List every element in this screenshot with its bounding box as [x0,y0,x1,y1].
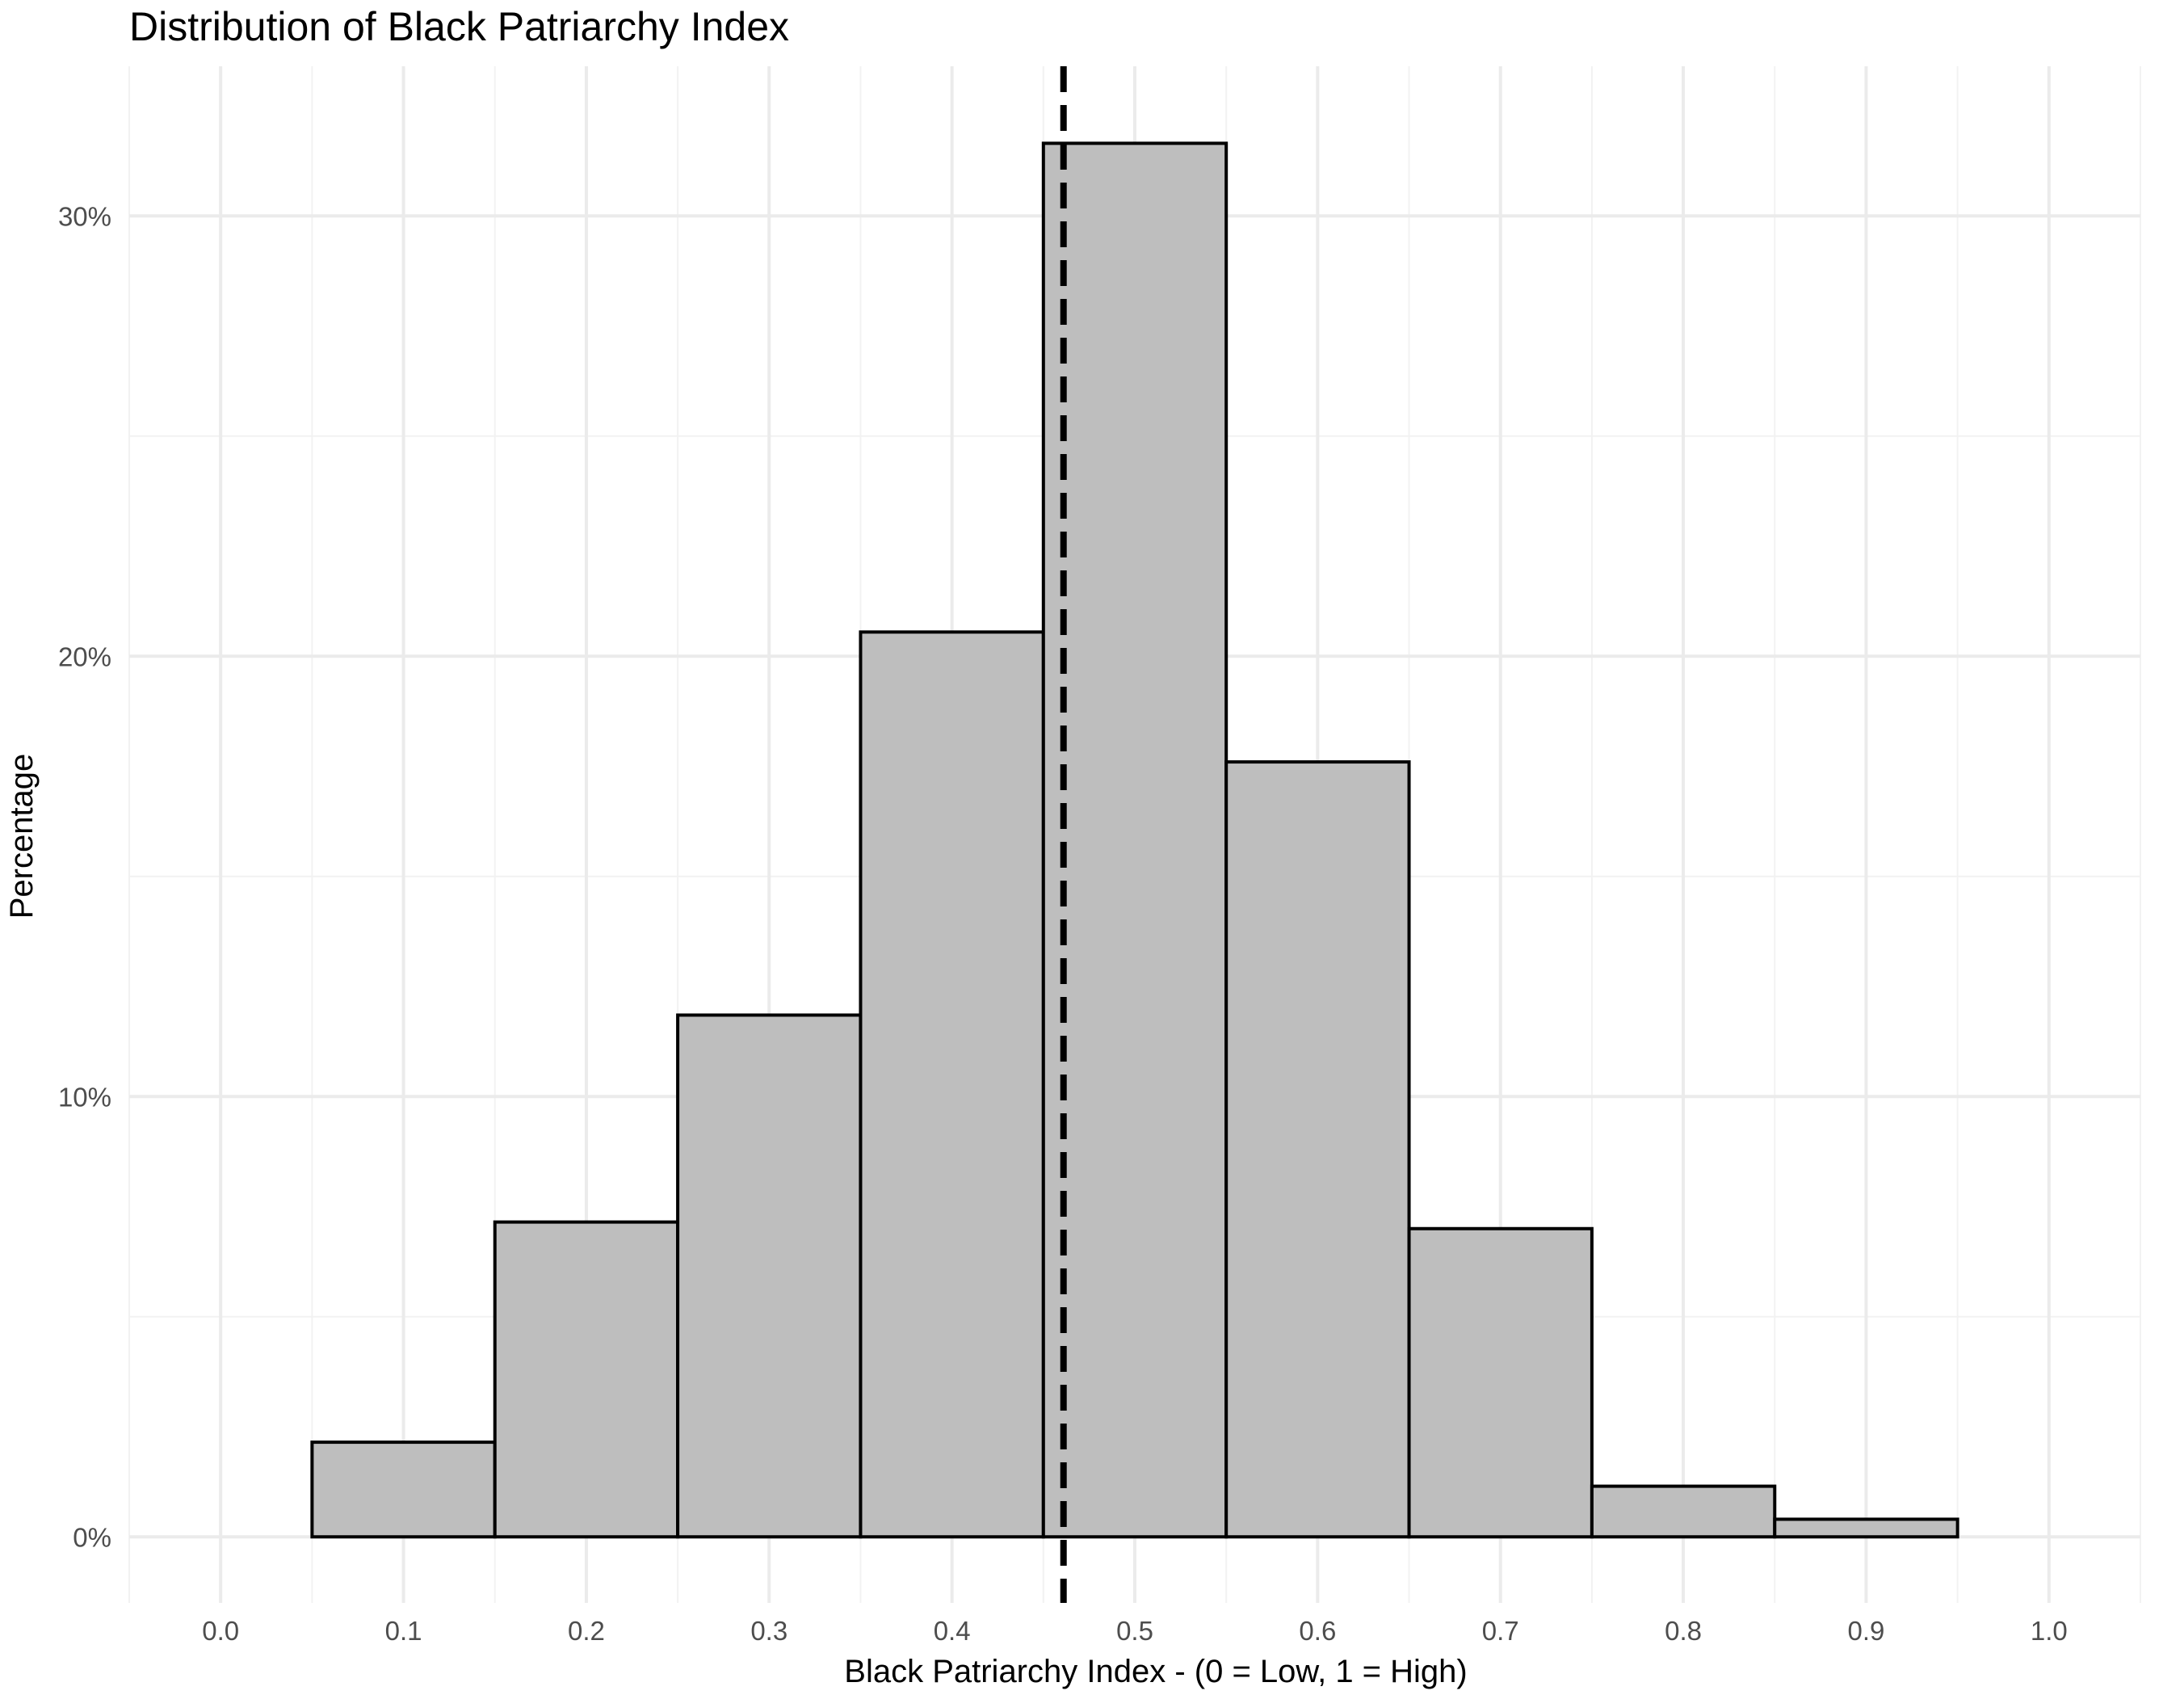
x-tick-label: 0.5 [1116,1616,1153,1646]
x-tick-label: 0.9 [1848,1616,1885,1646]
x-tick-label: 1.0 [2031,1616,2068,1646]
chart-title: Distribution of Black Patriarchy Index [129,4,789,49]
x-tick-label: 0.0 [202,1616,239,1646]
y-tick-label: 20% [58,641,111,671]
y-tick-label: 10% [58,1082,111,1112]
y-tick-label: 0% [73,1522,111,1552]
x-tick-label: 0.3 [750,1616,788,1646]
histogram-bar-4 [859,630,1045,1539]
y-axis-ticks: 0% 10% 20% 30% [58,201,111,1552]
histogram-bar-9 [1773,1517,1959,1539]
x-tick-label: 0.1 [385,1616,422,1646]
y-tick-label: 30% [58,201,111,231]
histogram-bar-1 [310,1441,497,1539]
x-axis-ticks: 0.0 0.1 0.2 0.3 0.4 0.5 0.6 0.7 0.8 0.9 1.0 [202,1616,2068,1646]
histogram-bar-7 [1407,1226,1594,1539]
y-axis-title: Percentage [4,754,40,919]
histogram-bar-5 [1041,141,1228,1539]
x-tick-label: 0.7 [1482,1616,1519,1646]
histogram-bar-6 [1224,760,1411,1539]
x-axis-title: Black Patriarchy Index - (0 = Low, 1 = H… [844,1654,1467,1689]
histogram-bar-3 [676,1013,863,1539]
histogram-bar-8 [1590,1484,1777,1539]
x-tick-label: 0.8 [1665,1616,1702,1646]
histogram-bar-2 [493,1220,680,1539]
histogram-bars [310,141,1959,1539]
x-tick-label: 0.2 [568,1616,605,1646]
x-tick-label: 0.4 [934,1616,971,1646]
x-tick-label: 0.6 [1299,1616,1336,1646]
